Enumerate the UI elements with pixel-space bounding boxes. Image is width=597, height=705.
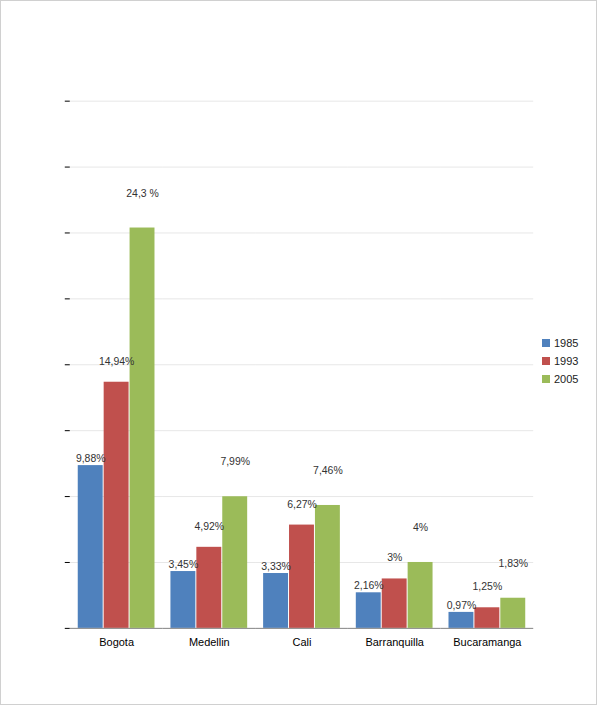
svg-text:Bucaramanga: Bucaramanga: [453, 636, 522, 648]
svg-text:14,94%: 14,94%: [99, 356, 134, 367]
svg-text:7,99%: 7,99%: [220, 456, 250, 467]
svg-text:6,27%: 6,27%: [287, 498, 317, 509]
svg-text:24,3 %: 24,3 %: [126, 187, 159, 198]
svg-text:3,45%: 3,45%: [169, 559, 199, 570]
svg-text:7,46%: 7,46%: [313, 465, 343, 476]
svg-text:9,88%: 9,88%: [76, 453, 106, 464]
svg-text:Bogota: Bogota: [99, 636, 135, 648]
svg-text:0,97%: 0,97%: [447, 600, 477, 611]
svg-text:3,33%: 3,33%: [261, 561, 291, 572]
svg-text:4,92%: 4,92%: [194, 521, 224, 532]
svg-text:2,16%: 2,16%: [354, 580, 384, 591]
svg-text:Medellin: Medellin: [189, 636, 230, 648]
svg-text:Cali: Cali: [293, 636, 312, 648]
html-text:1985: 1985: [554, 337, 579, 349]
svg-text:Barranquilla: Barranquilla: [365, 636, 424, 648]
svg-text:3%: 3%: [387, 552, 402, 563]
html-text:2005: 2005: [554, 373, 579, 385]
svg-text:4%: 4%: [413, 522, 428, 533]
svg-text:1,83%: 1,83%: [498, 558, 528, 569]
html-text:1993: 1993: [554, 355, 579, 367]
svg-text:1,25%: 1,25%: [473, 581, 503, 592]
